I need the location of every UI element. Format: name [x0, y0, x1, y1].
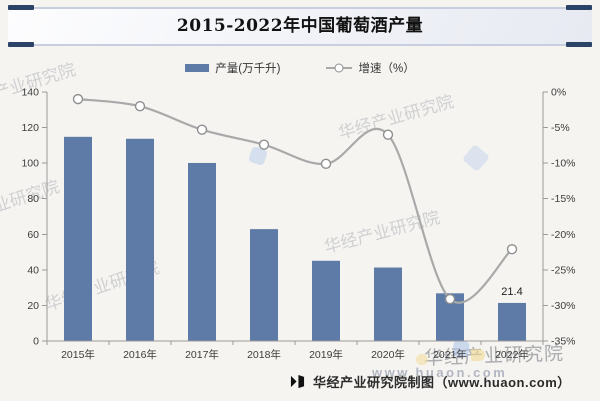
right-tick-label: -5%: [551, 122, 570, 134]
bar-2021年: [436, 293, 464, 341]
title-rule-top: [8, 5, 592, 10]
navy-cap: [566, 5, 592, 10]
x-axis-label: 2017年: [185, 348, 219, 361]
right-tick-label: 0%: [551, 87, 566, 99]
legend-item-production: 产量(万千升): [185, 60, 280, 76]
bar-2019年: [312, 260, 340, 341]
line-swatch-icon: [326, 63, 353, 73]
legend-label-growth: 增速（%）: [358, 63, 415, 75]
left-tick-label: 120: [21, 122, 39, 134]
bar-2017年: [188, 162, 216, 341]
bar-2016年: [126, 138, 154, 341]
title-band: 2015-2022年中国葡萄酒产量: [8, 5, 592, 47]
x-axis-label: 2015年: [61, 348, 95, 361]
x-axis-label: 2022年: [495, 348, 529, 361]
x-axis-label: 2021年: [433, 348, 467, 361]
right-tick-label: -20%: [551, 229, 576, 241]
growth-marker-2016年: [134, 101, 146, 112]
left-tick-label: 140: [21, 87, 39, 99]
data-label: 21.4: [501, 286, 522, 298]
right-tick-label: -35%: [551, 336, 576, 348]
logo-fragment-blue: [461, 143, 491, 173]
footer: 华经产业研究院制图（www.huaon.com）: [0, 372, 600, 391]
watermark-brand: 华经产业研究院: [42, 258, 162, 315]
bar-2018年: [250, 229, 278, 341]
growth-marker-2020年: [382, 129, 394, 140]
watermark-brand: 华经产业研究院: [336, 91, 456, 143]
growth-marker-2019年: [320, 158, 332, 170]
growth-marker-2022年: [506, 244, 518, 255]
left-tick-label: 40: [27, 264, 39, 276]
watermark-brand: 华经产业研究院: [423, 343, 565, 370]
left-tick-label: 20: [27, 300, 39, 312]
right-tick-label: -10%: [551, 158, 576, 170]
logo-fragment-blue: [247, 145, 269, 167]
growth-marker-2017年: [196, 124, 208, 135]
chart-title: 2015-2022年中国葡萄酒产量: [8, 9, 592, 44]
legend-item-growth: 增速（%）: [326, 60, 415, 76]
right-tick-label: -15%: [551, 193, 576, 205]
x-axis-label: 2020年: [371, 348, 405, 361]
right-tick-label: -30%: [551, 300, 576, 312]
footer-credit: 华经产业研究院制图（www.huaon.com）: [313, 375, 571, 390]
left-tick-label: 0: [33, 336, 39, 348]
growth-marker-2021年: [444, 293, 456, 305]
left-tick-label: 100: [21, 158, 39, 170]
right-tick-label: -25%: [551, 264, 576, 276]
x-axis-label: 2019年: [309, 348, 343, 361]
title-rule-bottom: [8, 42, 592, 47]
left-tick-label: 80: [27, 193, 39, 205]
bar-2020年: [374, 267, 402, 341]
watermark-brand: 华经产业研究院: [0, 176, 62, 232]
logo-fragment-yellow: [416, 354, 428, 365]
bar-2015年: [64, 136, 92, 341]
legend: 产量(万千升) 增速（%）: [0, 60, 600, 76]
legend-label-production: 产量(万千升): [215, 63, 281, 75]
growth-marker-2018年: [258, 139, 270, 150]
x-axis-label: 2016年: [123, 348, 157, 361]
navy-cap: [8, 5, 34, 10]
navy-cap: [566, 42, 592, 47]
x-axis-label: 2018年: [247, 348, 281, 361]
growth-line: [77, 98, 513, 304]
huajing-logo-icon: [290, 374, 305, 389]
logo-fragment-blue: [451, 339, 471, 359]
watermark-brand: 华经产业研究院: [322, 207, 442, 258]
logo-fragment-yellow: [471, 349, 485, 361]
bar-swatch-icon: [185, 64, 210, 72]
bar-2022年: [498, 302, 526, 341]
left-tick-label: 60: [27, 229, 39, 241]
growth-marker-2015年: [72, 93, 84, 105]
navy-cap: [8, 42, 34, 47]
